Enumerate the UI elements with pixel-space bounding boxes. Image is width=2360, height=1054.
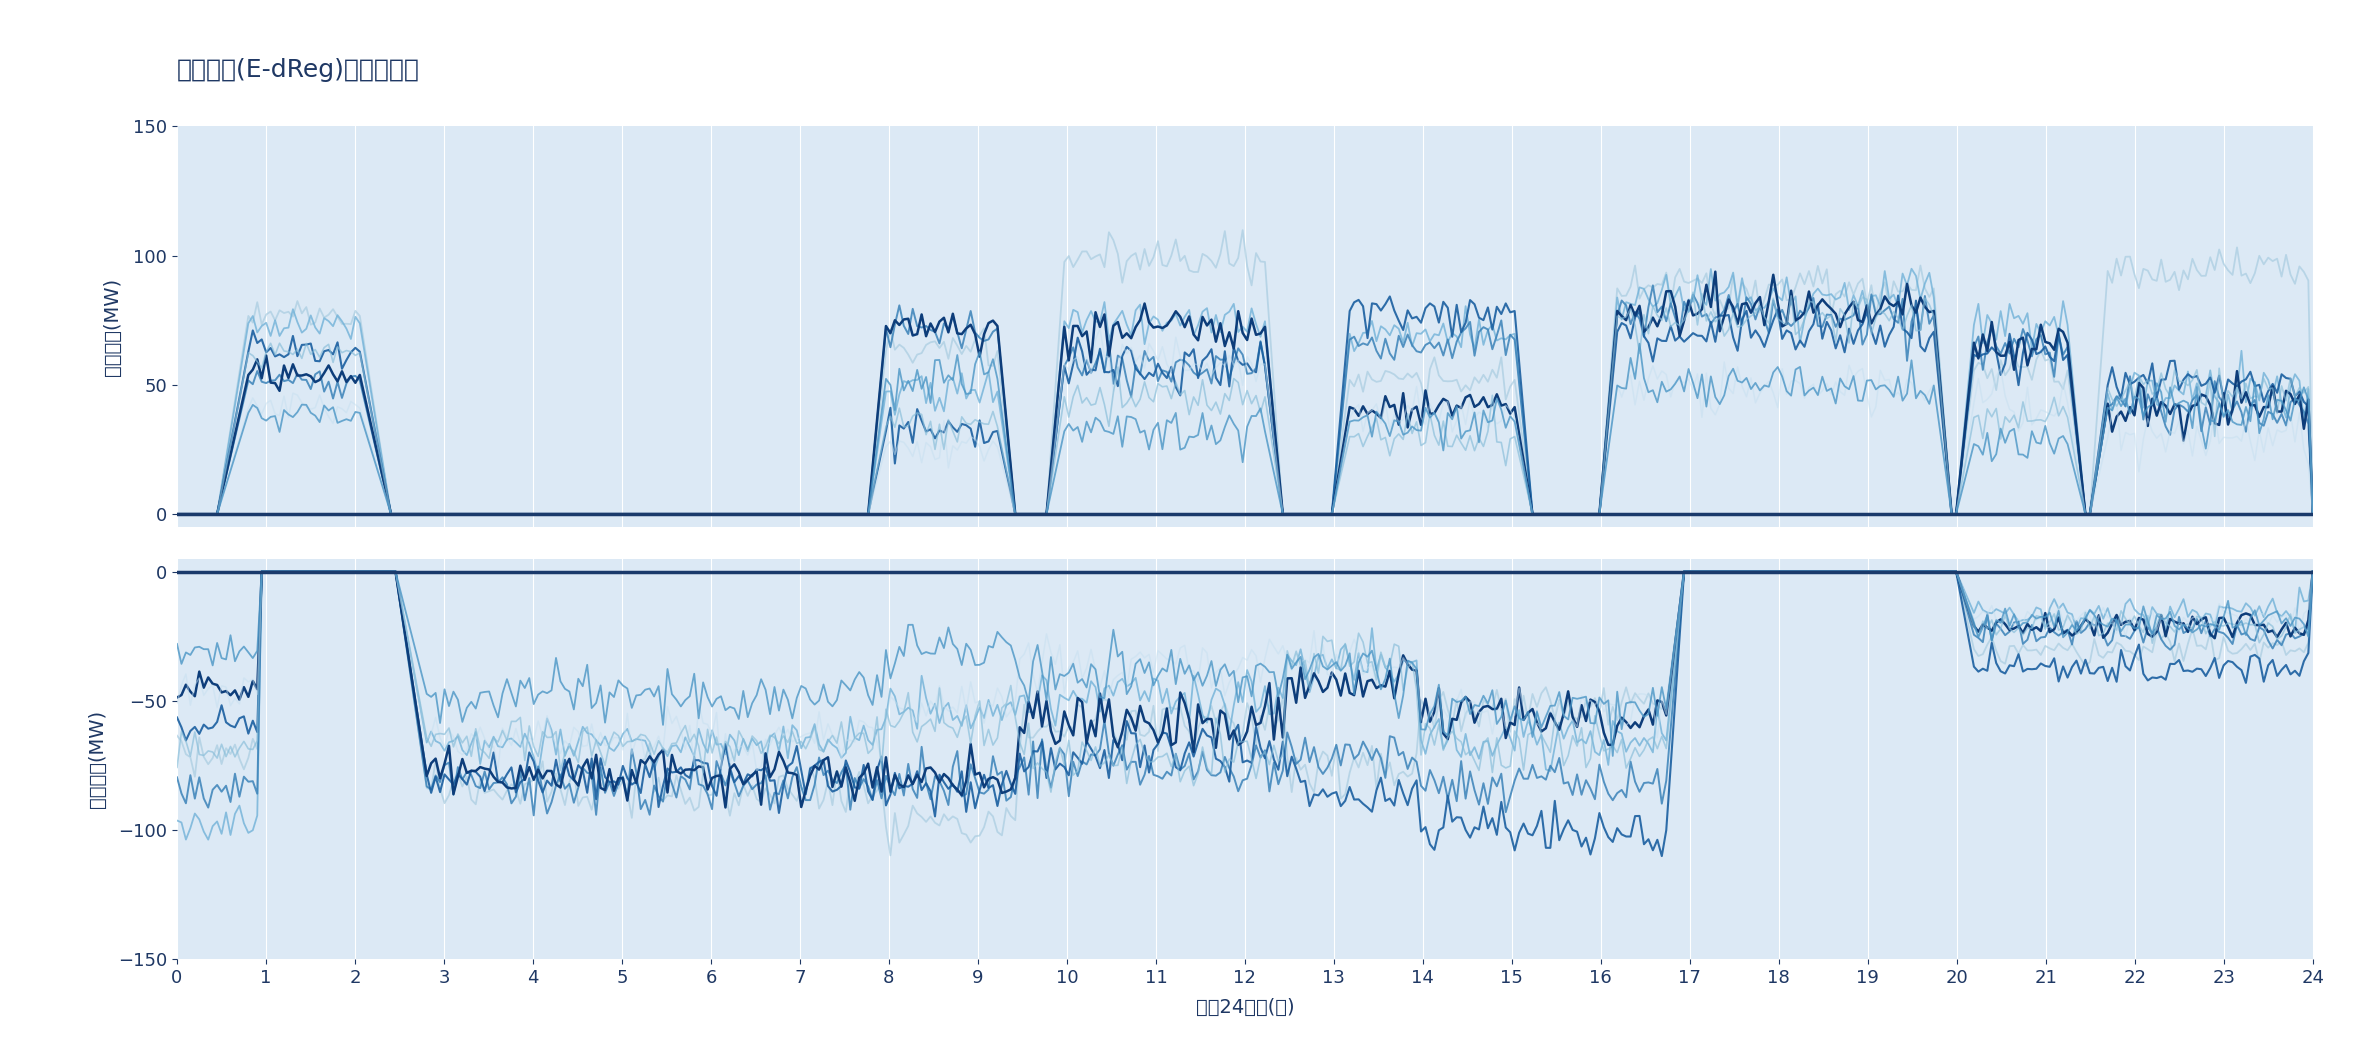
Text: 台電電池(E-dReg)充放電輸出: 台電電池(E-dReg)充放電輸出 bbox=[177, 58, 420, 82]
Y-axis label: 充電輸出(MW): 充電輸出(MW) bbox=[87, 709, 106, 808]
X-axis label: 一天24小時(時): 一天24小時(時) bbox=[1197, 998, 1293, 1017]
Y-axis label: 放電輸出(MW): 放電輸出(MW) bbox=[104, 277, 123, 376]
